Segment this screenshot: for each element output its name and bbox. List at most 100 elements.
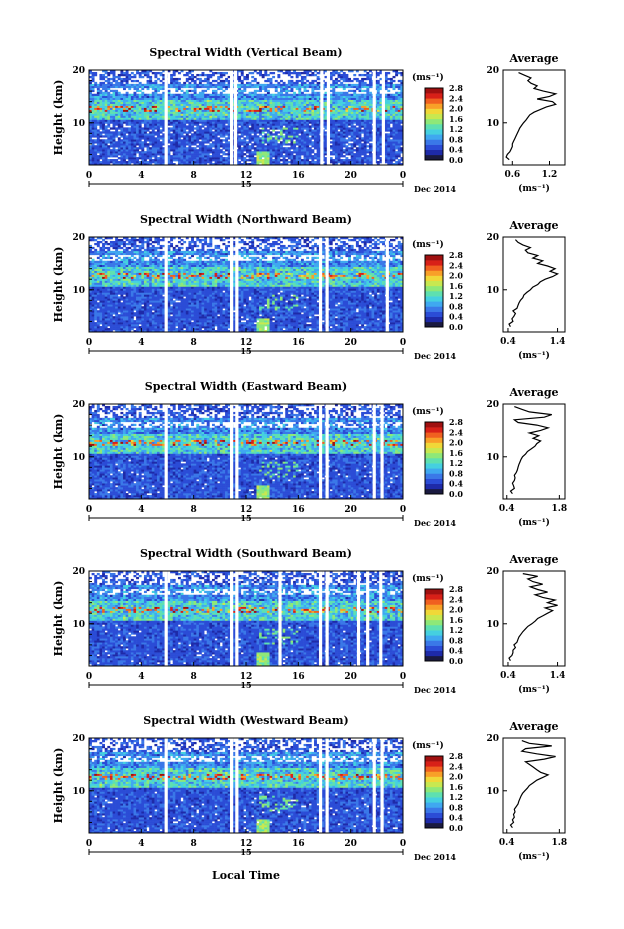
average-x-tick-label: 0.4 bbox=[499, 838, 515, 848]
x-tick-label: 20 bbox=[344, 672, 357, 682]
colorbar-swatch bbox=[425, 786, 443, 793]
x-tick-label: 12 bbox=[240, 171, 253, 181]
colorbar-tick-label: 2.8 bbox=[449, 250, 463, 260]
y-tick-label: 10 bbox=[72, 620, 85, 630]
data-gap bbox=[164, 237, 168, 332]
colorbar-tick-label: 2.0 bbox=[449, 605, 463, 615]
x-tick-label: 8 bbox=[191, 338, 197, 348]
colorbar-swatch bbox=[425, 118, 443, 125]
colorbar-unit: (ms⁻¹) bbox=[412, 239, 444, 250]
colorbar-tick-label: 1.2 bbox=[449, 625, 463, 635]
colorbar-swatch bbox=[425, 635, 443, 641]
data-gap bbox=[230, 404, 234, 499]
colorbar-frame bbox=[424, 87, 444, 161]
colorbar-tick-label: 2.4 bbox=[449, 427, 463, 437]
data-gap bbox=[230, 738, 234, 833]
average-y-tick-label: 10 bbox=[486, 453, 499, 463]
data-gap bbox=[233, 70, 238, 165]
colorbar-tick-label: 2.0 bbox=[449, 104, 463, 114]
colorbar-swatch bbox=[425, 766, 443, 772]
heatmap-cells bbox=[89, 571, 404, 667]
panel-0: Spectral Width (Vertical Beam) 20 10 Height… bbox=[52, 46, 566, 194]
colorbar-tick-label: 0.4 bbox=[449, 145, 463, 155]
colorbar-swatch bbox=[425, 640, 443, 646]
colorbar-swatch bbox=[425, 463, 443, 469]
colorbar-tick-label: 0.8 bbox=[449, 301, 463, 311]
colorbar-tick-label: 2.4 bbox=[449, 93, 463, 103]
x-tick-label: 0 bbox=[400, 672, 406, 682]
average-y-tick-label: 20 bbox=[486, 233, 499, 243]
x-tick-label: 8 bbox=[191, 505, 197, 515]
heatmap-cells bbox=[89, 404, 404, 500]
colorbar-swatch bbox=[425, 604, 443, 610]
colorbar-swatch bbox=[425, 98, 443, 104]
average-frame bbox=[502, 570, 566, 667]
x-tick-label: 0 bbox=[86, 672, 92, 682]
data-gap bbox=[318, 237, 323, 332]
average-x-tick-label: 0.4 bbox=[499, 504, 515, 514]
y-axis-label: Height (km) bbox=[52, 414, 65, 490]
colorbar-tick-label: 1.6 bbox=[449, 615, 463, 625]
y-axis-label: Height (km) bbox=[52, 748, 65, 824]
data-gap bbox=[380, 738, 384, 833]
data-gap bbox=[366, 571, 370, 666]
colorbar-swatch bbox=[425, 771, 443, 777]
x-tick-label: 4 bbox=[138, 839, 144, 849]
colorbar-swatch bbox=[425, 650, 443, 657]
x-tick-label: 16 bbox=[292, 171, 305, 181]
x-tick-label: 12 bbox=[240, 839, 253, 849]
y-axis-label: Height (km) bbox=[52, 80, 65, 156]
average-unit: (ms⁻¹) bbox=[518, 183, 550, 194]
colorbar-swatch bbox=[425, 134, 443, 140]
colorbar-tick-label: 0.0 bbox=[449, 823, 463, 833]
colorbar-swatch bbox=[425, 108, 443, 115]
colorbar-tick-label: 0.8 bbox=[449, 468, 463, 478]
y-tick-label: 10 bbox=[72, 286, 85, 296]
colorbar-tick-label: 2.4 bbox=[449, 594, 463, 604]
data-gap bbox=[235, 571, 239, 666]
colorbar-frame bbox=[424, 421, 444, 495]
x-tick-label: 0 bbox=[86, 505, 92, 515]
x-tick-label: 12 bbox=[240, 338, 253, 348]
average-y-tick-label: 10 bbox=[486, 119, 499, 129]
average-x-tick-label: 1.8 bbox=[552, 838, 568, 848]
colorbar-tick-label: 2.0 bbox=[449, 271, 463, 281]
y-tick-label: 10 bbox=[72, 119, 85, 129]
average-y-tick-label: 10 bbox=[486, 620, 499, 630]
colorbar-tick-label: 1.6 bbox=[449, 782, 463, 792]
colorbar-swatch bbox=[425, 625, 443, 631]
average-x-tick-label: 1.4 bbox=[550, 337, 566, 347]
data-gap bbox=[235, 237, 239, 332]
average-frame bbox=[502, 737, 566, 834]
date-label: Dec 2014 bbox=[414, 685, 456, 695]
x-tick-label: 16 bbox=[292, 505, 305, 515]
average-unit: (ms⁻¹) bbox=[518, 517, 550, 528]
data-gap bbox=[318, 738, 323, 833]
colorbar-swatch bbox=[425, 427, 443, 433]
colorbar-swatch bbox=[425, 144, 443, 151]
data-gap bbox=[325, 237, 329, 332]
colorbar-tick-label: 1.6 bbox=[449, 281, 463, 291]
date-label: Dec 2014 bbox=[414, 351, 456, 361]
colorbar-tick-label: 2.8 bbox=[449, 417, 463, 427]
data-gap bbox=[372, 70, 376, 165]
colorbar-swatch bbox=[425, 447, 443, 454]
average-unit: (ms⁻¹) bbox=[518, 851, 550, 862]
colorbar-swatch bbox=[425, 817, 443, 824]
day-label: 15 bbox=[240, 513, 251, 523]
x-tick-label: 8 bbox=[191, 171, 197, 181]
colorbar-frame bbox=[424, 588, 444, 662]
panel-title: Spectral Width (Vertical Beam) bbox=[149, 46, 342, 59]
average-y-tick-label: 20 bbox=[486, 567, 499, 577]
colorbar-swatch bbox=[425, 619, 443, 626]
colorbar-swatch bbox=[425, 812, 443, 819]
average-title: Average bbox=[508, 553, 558, 566]
data-gap bbox=[164, 738, 168, 833]
data-gap bbox=[164, 70, 168, 165]
colorbar-swatch bbox=[425, 468, 443, 474]
x-axis-label: Local Time bbox=[212, 869, 280, 882]
colorbar-swatch bbox=[425, 154, 443, 161]
colorbar-swatch bbox=[425, 321, 443, 328]
colorbar-tick-label: 2.0 bbox=[449, 772, 463, 782]
colorbar-tick-label: 0.4 bbox=[449, 813, 463, 823]
